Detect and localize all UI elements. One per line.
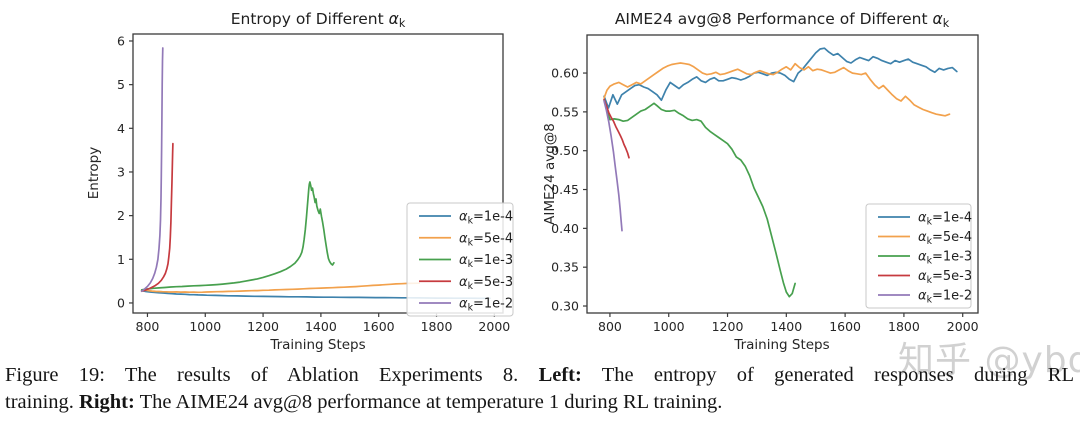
y-tick-label: 0.35: [551, 260, 579, 275]
x-tick-label: 800: [136, 319, 160, 334]
figure-caption: Figure 19: The results of Ablation Exper…: [0, 358, 1080, 416]
x-axis-label: Training Steps: [269, 337, 365, 353]
legend-label-1e-4: αk=1e-4: [918, 211, 972, 228]
y-tick-label: 0.55: [551, 104, 579, 119]
entropy-chart: 800 1000 1200 1400 1600 1800 2000 0 1 2 3 4 5 6 Entrop…: [86, 10, 514, 353]
series-line-5e-3: [140, 142, 174, 293]
plot-frame: [586, 34, 979, 314]
y-tick-label: 6: [117, 33, 125, 48]
x-tick-label: 2000: [947, 319, 979, 334]
chart-title: AIME24 avg@8 Performance of Different αk: [615, 10, 950, 30]
series-line-1e-2: [140, 47, 164, 293]
caption-line-1: Figure 19: The results of Ablation Exper…: [5, 362, 1074, 389]
series-line-5e-3: [603, 98, 630, 159]
x-tick-label: 1000: [653, 319, 685, 334]
x-tick-label: 800: [598, 319, 622, 334]
legend-label-1e-2: αk=1e-2: [918, 289, 972, 306]
y-tick-label: 0.60: [551, 66, 579, 81]
y-axis-label: Entropy: [86, 147, 102, 199]
y-axis-label: AIME24 avg@8: [542, 123, 558, 225]
series-line-5e-4: [603, 62, 951, 117]
y-tick-label: 0.50: [551, 143, 579, 158]
y-tick-label: 3: [117, 164, 125, 179]
caption-segment: training.: [5, 391, 80, 413]
series-line-1e-2: [603, 100, 623, 232]
chart-title: Entropy of Different αk: [231, 10, 406, 30]
x-tick-label: 1600: [363, 319, 395, 334]
plot-frame: [132, 33, 504, 314]
series-line-1e-3: [140, 181, 335, 291]
x-tick-label: 1600: [829, 319, 861, 334]
x-tick-label: 1400: [305, 319, 337, 334]
series-line-1e-3: [603, 99, 796, 298]
x-tick-label: 1200: [247, 319, 279, 334]
caption-segment: The AIME24 avg@8 performance at temperat…: [134, 391, 723, 413]
x-tick-label: 1800: [421, 319, 453, 334]
aime24-chart: 800 1000 1200 1400 1600 1800 2000 0.30 0.35 0.40 0…: [542, 10, 979, 353]
legend-label-5e-4: αk=5e-4: [918, 230, 972, 247]
y-tick-label: 1: [117, 252, 125, 267]
legend-label-1e-3: αk=1e-3: [459, 253, 513, 270]
caption-bold-segment: Left:: [538, 364, 582, 386]
y-tick-label: 0.30: [551, 299, 579, 314]
x-tick-label: 2000: [478, 319, 510, 334]
charts-row: 800 1000 1200 1400 1600 1800 2000 0 1 2 3 4 5 6 Entrop…: [86, 10, 979, 353]
series-line-1e-4: [603, 47, 958, 109]
y-tick-label: 4: [117, 121, 125, 136]
y-tick-label: 0.40: [551, 221, 579, 236]
caption-bold-segment: Right:: [79, 391, 135, 413]
legend-label-5e-3: αk=5e-3: [918, 269, 972, 286]
y-tick-label: 0.45: [551, 182, 579, 197]
legend-box: [865, 203, 972, 309]
y-tick-label: 0: [117, 295, 125, 310]
y-tick-label: 2: [117, 208, 125, 223]
watermark: 知乎 @ybq: [898, 340, 1080, 381]
legend-label-1e-3: αk=1e-3: [918, 250, 972, 267]
x-axis-label: Training Steps: [733, 337, 829, 353]
series-line-5e-4: [140, 282, 421, 294]
legend-label-5e-4: αk=5e-4: [459, 231, 513, 248]
legend-label-1e-2: αk=1e-2: [459, 297, 513, 314]
legend-label-5e-3: αk=5e-3: [459, 275, 513, 292]
legend-label-1e-4: αk=1e-4: [459, 210, 513, 227]
caption-segment: Figure 19: The results of Ablation Exper…: [5, 364, 539, 386]
legend-box: [406, 202, 514, 317]
x-tick-label: 1000: [189, 319, 221, 334]
x-tick-label: 1400: [770, 319, 802, 334]
caption-segment: The entropy of generated responses durin…: [581, 364, 1074, 386]
caption-line-2: training. Right: The AIME24 avg@8 perfor…: [5, 389, 1074, 416]
y-tick-label: 5: [117, 77, 125, 92]
x-tick-label: 1200: [712, 319, 744, 334]
x-tick-label: 1800: [888, 319, 920, 334]
